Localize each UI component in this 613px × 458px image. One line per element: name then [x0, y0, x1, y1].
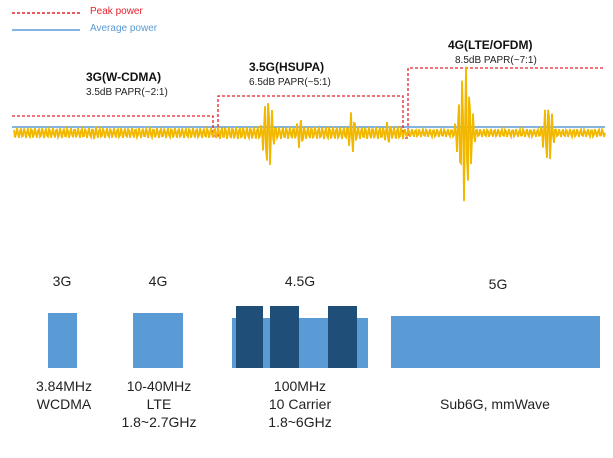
desc-line: 10-40MHz: [126, 378, 192, 394]
peak-legend-label: Peak power: [90, 6, 143, 17]
section-subtitle-35g: 6.5dB PAPR(~5:1): [249, 77, 331, 88]
average-legend-label: Average power: [90, 23, 158, 34]
peak-power-line: [12, 67, 605, 139]
bandwidth-block-5g: [391, 316, 600, 368]
section-title-4g: 4G(LTE/OFDM): [448, 38, 533, 52]
gen-label-5g: 5G: [488, 276, 508, 292]
legend: Peak power Average power: [0, 0, 200, 40]
gen-desc-5g: Sub6G, mmWave: [415, 395, 575, 413]
section-title-35g: 3.5G(HSUPA): [249, 60, 325, 74]
waveform-diagram: [12, 66, 606, 202]
carrier-block: [236, 306, 263, 368]
gen-label-4g: 4G: [148, 273, 168, 289]
gen-desc-3g: 3.84MHz WCDMA: [22, 377, 106, 413]
desc-line: 3.84MHz: [35, 378, 93, 394]
gen-desc-45g: 100MHz 10 Carrier 1.8~6GHz: [250, 377, 350, 431]
gen-label-45g: 4.5G: [284, 273, 316, 289]
desc-line: 100MHz: [273, 378, 327, 394]
section-title-3g: 3G(W-CDMA): [86, 70, 162, 84]
carrier-block: [270, 306, 299, 368]
section-subtitle-4g: 8.5dB PAPR(~7:1): [455, 55, 537, 66]
desc-line: Sub6G, mmWave: [440, 396, 550, 412]
signal-waveform-path: [13, 66, 606, 202]
section-subtitle-3g: 3.5dB PAPR(~2:1): [86, 87, 168, 98]
gen-label-3g: 3G: [52, 273, 72, 289]
bandwidth-block-45g: [232, 306, 368, 368]
bandwidth-block-4g: [133, 313, 183, 368]
desc-line: 1.8~2.7GHz: [121, 414, 197, 430]
legend-lines: [12, 12, 80, 31]
signal-waveform: [13, 66, 606, 202]
desc-line: LTE: [146, 396, 172, 412]
bandwidth-block-3g: [48, 313, 77, 368]
desc-line: 1.8~6GHz: [268, 414, 332, 430]
desc-line: 10 Carrier: [268, 396, 332, 412]
gen-desc-4g: 10-40MHz LTE 1.8~2.7GHz: [113, 377, 205, 431]
desc-line: WCDMA: [36, 396, 92, 412]
carrier-block: [328, 306, 357, 368]
